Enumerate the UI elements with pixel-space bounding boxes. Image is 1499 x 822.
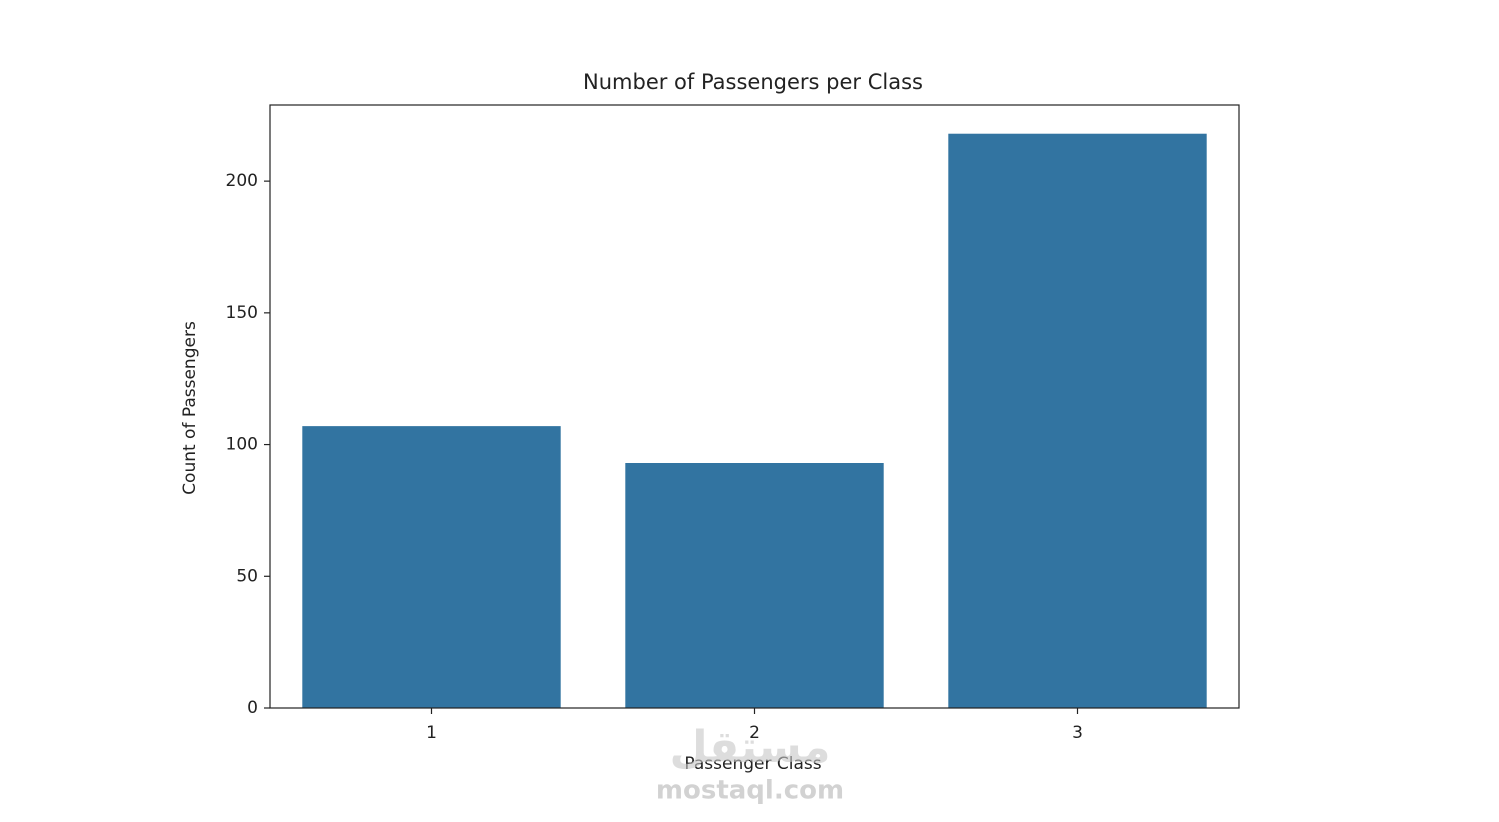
plot-frame bbox=[269, 104, 1240, 709]
x-tick-label: 3 bbox=[1072, 723, 1083, 743]
x-tick-label: 1 bbox=[426, 723, 437, 743]
bar bbox=[625, 463, 884, 708]
watermark-logo: مستقل bbox=[670, 722, 831, 773]
bar bbox=[302, 426, 561, 708]
y-tick-label: 100 bbox=[226, 435, 258, 455]
bar bbox=[948, 133, 1207, 708]
y-axis-label: Count of Passengers bbox=[180, 321, 200, 495]
y-tick-label: 150 bbox=[226, 303, 258, 323]
x-axis-label: Passenger Class bbox=[684, 754, 821, 774]
x-tick-label: 2 bbox=[749, 723, 760, 743]
y-tick-label: 200 bbox=[226, 171, 258, 191]
watermark-url: mostaql.com bbox=[656, 776, 844, 806]
y-tick-label: 50 bbox=[236, 566, 258, 586]
y-tick-label: 0 bbox=[247, 698, 258, 718]
chart-title: Number of Passengers per Class bbox=[583, 70, 923, 94]
